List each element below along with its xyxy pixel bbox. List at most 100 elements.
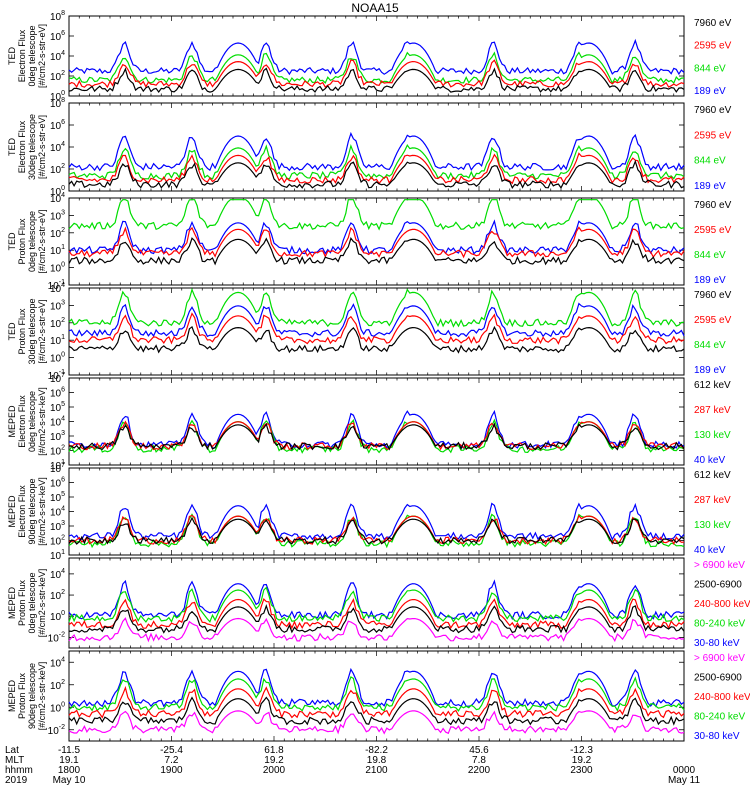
legend-entry: 844 eV [694,156,726,167]
mlt-value: 19.8 [367,755,387,766]
y-axis-label: MEPED [7,405,17,438]
y-axis-label: 0deg telescope [27,391,37,452]
y-tick-label: 104 [50,416,65,429]
y-tick-label: 107 [50,372,65,385]
hhmm-value: 2300 [570,765,593,776]
legend-entry: > 6900 keV [694,653,745,664]
y-axis-label: [#/cm2-s-str-eV] [37,24,47,88]
y-tick-label: 103 [50,209,65,222]
series-green-line [68,143,685,181]
series-red-line [68,685,685,719]
panel-frame [68,557,685,649]
y-axis-label: [#/cm2-s-str-keV] [37,569,47,638]
y-axis-label: 90deg telescope [27,478,37,544]
hhmm-value: 0000 [673,765,696,776]
legend-entry: 2500-6900 [694,580,742,591]
y-axis-label: Proton Flux [17,579,27,626]
mlt-value: 19.2 [264,755,284,766]
legend-entry: 844 eV [694,340,726,351]
legend-entry: 130 keV [694,520,731,531]
series-green-line [68,513,685,549]
legend-entry: 240-800 keV [694,692,750,703]
bottom-row-label: Lat [5,745,19,756]
y-tick-label: 102 [50,589,65,602]
legend-entry: 612 keV [694,380,731,391]
series-black-line [68,516,685,546]
panel-frame [68,15,685,97]
y-tick-label: 104 [50,192,65,205]
panel-frame [68,287,685,376]
lat-value: 45.6 [469,745,489,756]
series-blue-line [68,502,685,541]
legend-entry: 40 keV [694,455,725,466]
legend-entry: 2500-6900 [694,673,742,684]
y-tick-label: 106 [50,477,65,490]
legend-entry: 612 keV [694,470,731,481]
y-tick-label: 100 [50,701,65,714]
legend-entry: 40 keV [694,545,725,556]
y-axis-label: MEPED [7,680,17,713]
hhmm-value: 1800 [58,765,81,776]
y-tick-label: 100 [50,352,65,365]
legend-entry: 2595 eV [694,225,732,236]
y-tick-label: 106 [50,30,65,43]
series-black-line [68,67,685,94]
series-blue-line [68,38,685,76]
series-green-line [68,287,685,328]
series-blue-line [68,409,685,450]
series-blue-line [68,302,685,338]
panel-frame [68,197,685,286]
series-red-line [68,597,685,630]
legend-entry: 2595 eV [694,315,732,326]
y-axis-label: 0deg telescope [27,572,37,633]
y-axis-label: 30deg telescope [27,298,37,364]
y-tick-label: 104 [50,506,65,519]
series-green-line [68,418,685,454]
y-tick-label: 101 [50,244,65,257]
legend-entry: 80-240 keV [694,619,745,630]
hhmm-value: 2200 [468,765,491,776]
series-green-line [68,51,685,85]
date-start: May 10 [53,775,86,786]
y-axis-label: [#/cm2-s-str-eV] [37,299,47,363]
y-axis-label: Proton Flux [17,672,27,719]
series-red-line [68,59,685,89]
y-tick-label: 104 [50,141,65,154]
legend-entry: 7960 eV [694,200,732,211]
series-black-line [68,159,685,190]
y-tick-label: 107 [50,462,65,475]
y-axis-label: MEPED [7,587,17,620]
panel-7: 10-2 100 102 104 MEPED Proton Flux 0deg telesc… [7,557,750,649]
y-tick-label: 102 [50,535,65,548]
lat-value: -12.3 [570,745,593,756]
panels-group: 100 102 104 106 108 TED Electron Flux 0deg tele… [7,10,750,742]
y-axis-label: Proton Flux [17,218,27,265]
y-tick-label: 102 [50,317,65,330]
date-end: May 11 [668,775,700,786]
series-blue-line [68,579,685,621]
mlt-value: 19.1 [59,755,79,766]
series-red-line [68,152,685,185]
y-axis-label: 0deg telescope [27,211,37,272]
y-tick-label: 108 [50,97,65,110]
legend-entry: 80-240 keV [694,712,745,723]
panel-frame [68,102,685,192]
series-green-line [68,586,685,623]
legend-entry: 189 eV [694,86,726,97]
legend-entry: 844 eV [694,63,726,74]
legend-entry: 189 eV [694,181,726,192]
y-tick-label: 102 [50,163,65,176]
y-axis-label: [#/cm2-s-str-eV] [37,115,47,179]
series-green-line [68,676,685,712]
y-axis-label: TED [7,46,17,65]
y-tick-label: 102 [50,70,65,83]
y-axis-label: 90deg telescope [27,663,37,729]
legend-entry: 189 eV [694,365,726,376]
y-axis-label: Electron Flux [17,120,27,173]
series-magenta-line [68,617,685,643]
y-tick-label: 104 [50,282,65,295]
series-black-line [68,237,685,266]
legend-entry: 287 keV [694,405,731,416]
